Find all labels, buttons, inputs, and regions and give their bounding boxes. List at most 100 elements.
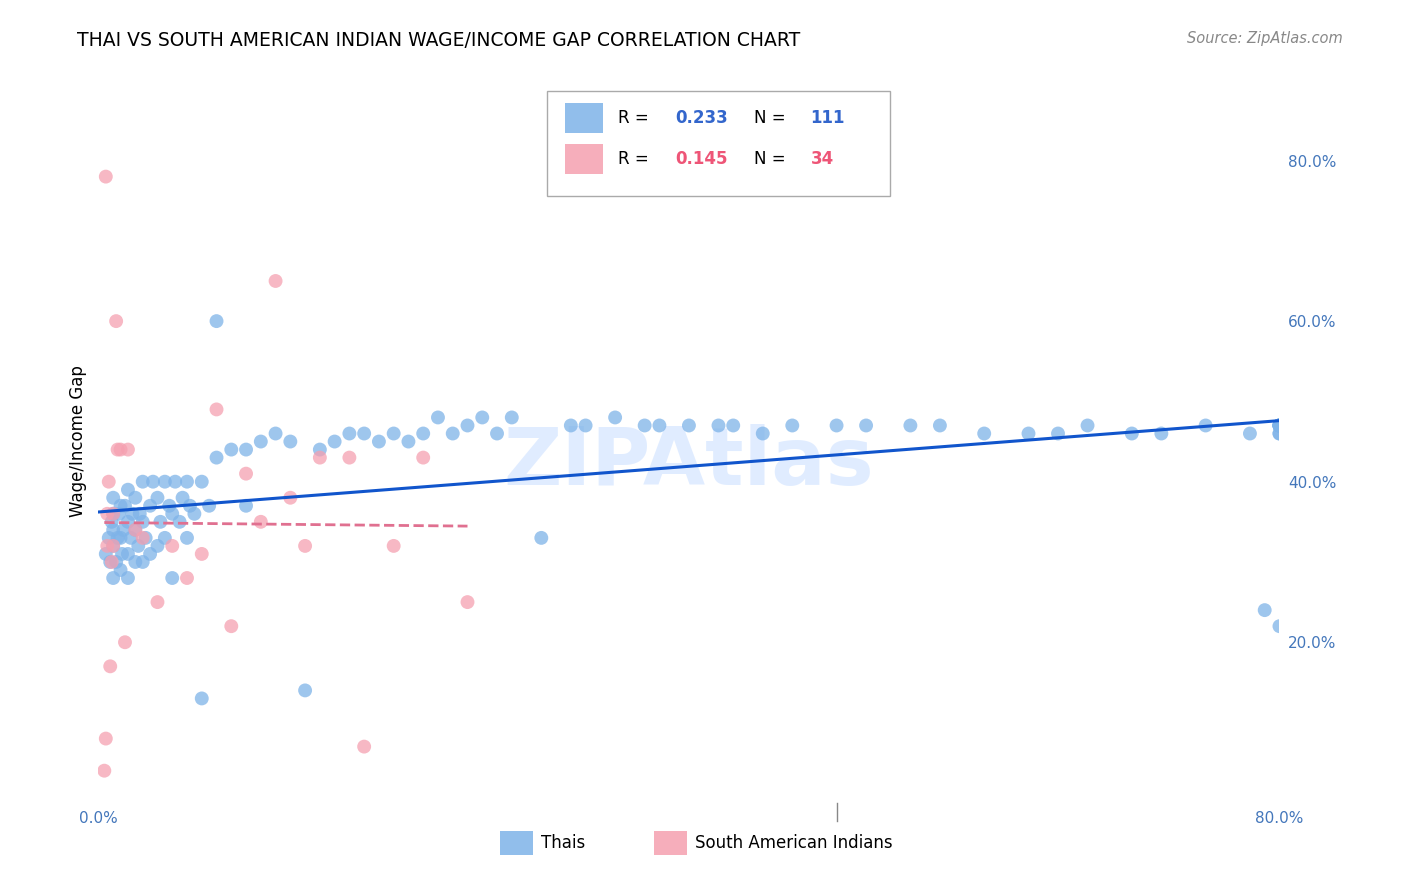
Text: 111: 111 xyxy=(811,109,845,127)
Point xyxy=(280,491,302,505)
Point xyxy=(1018,426,1040,441)
Point xyxy=(146,539,169,553)
FancyBboxPatch shape xyxy=(654,831,686,855)
Point xyxy=(1268,426,1291,441)
FancyBboxPatch shape xyxy=(547,91,890,196)
Point xyxy=(162,507,183,521)
Text: 34: 34 xyxy=(811,150,834,168)
Point xyxy=(103,491,125,505)
Point xyxy=(110,563,132,577)
Point xyxy=(146,595,169,609)
Point xyxy=(294,539,316,553)
Point xyxy=(114,635,136,649)
Point xyxy=(382,426,405,441)
Point xyxy=(117,483,139,497)
Point xyxy=(107,442,129,457)
Point xyxy=(205,402,228,417)
Point xyxy=(117,547,139,561)
Point xyxy=(149,515,172,529)
Point xyxy=(250,434,273,449)
Point xyxy=(309,442,332,457)
Point xyxy=(605,410,627,425)
Point xyxy=(183,507,205,521)
Point xyxy=(108,507,131,521)
Point xyxy=(117,515,139,529)
Point xyxy=(398,434,420,449)
Point xyxy=(146,491,169,505)
Point xyxy=(264,274,287,288)
Point xyxy=(94,547,117,561)
Point xyxy=(176,571,198,585)
Point xyxy=(135,531,157,545)
Point xyxy=(1195,418,1218,433)
Point xyxy=(1268,426,1291,441)
Point xyxy=(1268,418,1291,433)
Point xyxy=(235,499,257,513)
Point xyxy=(191,691,214,706)
Point xyxy=(97,531,120,545)
Point xyxy=(132,531,155,545)
Point xyxy=(530,531,553,545)
Point xyxy=(153,531,176,545)
Point xyxy=(96,507,118,521)
Point xyxy=(132,475,155,489)
Point xyxy=(1046,426,1070,441)
Point xyxy=(139,547,162,561)
Point xyxy=(103,523,125,537)
Point xyxy=(110,499,132,513)
Point xyxy=(353,426,375,441)
FancyBboxPatch shape xyxy=(565,144,603,174)
FancyBboxPatch shape xyxy=(565,103,603,133)
Point xyxy=(110,531,132,545)
Point xyxy=(825,418,848,433)
Text: South American Indians: South American Indians xyxy=(695,834,893,852)
Point xyxy=(353,739,375,754)
Point xyxy=(457,595,479,609)
Point xyxy=(103,571,125,585)
Point xyxy=(162,539,183,553)
Point xyxy=(678,418,700,433)
Point xyxy=(142,475,165,489)
Point xyxy=(412,426,434,441)
Point xyxy=(103,507,125,521)
Point xyxy=(191,547,214,561)
Point xyxy=(441,426,464,441)
Text: R =: R = xyxy=(619,150,654,168)
Point xyxy=(121,507,143,521)
Point xyxy=(127,539,149,553)
Point xyxy=(382,539,405,553)
Point xyxy=(100,555,122,569)
Point xyxy=(124,523,146,537)
Point xyxy=(139,499,162,513)
Text: N =: N = xyxy=(754,150,790,168)
Point xyxy=(560,418,582,433)
Point xyxy=(1121,426,1143,441)
Text: N =: N = xyxy=(754,109,790,127)
Point xyxy=(112,523,135,537)
Y-axis label: Wage/Income Gap: Wage/Income Gap xyxy=(69,366,87,517)
Point xyxy=(855,418,877,433)
Text: 0.145: 0.145 xyxy=(675,150,727,168)
Point xyxy=(1150,426,1173,441)
Point xyxy=(648,418,671,433)
Point xyxy=(752,426,775,441)
Point xyxy=(323,434,346,449)
Point xyxy=(162,571,183,585)
Point xyxy=(1268,619,1291,633)
Point xyxy=(412,450,434,465)
Point xyxy=(973,426,995,441)
Point xyxy=(900,418,922,433)
Point xyxy=(782,418,804,433)
Text: Thais: Thais xyxy=(541,834,585,852)
Point xyxy=(124,491,146,505)
Point xyxy=(250,515,273,529)
Point xyxy=(280,434,302,449)
Point xyxy=(723,418,745,433)
Text: 0.233: 0.233 xyxy=(675,109,727,127)
Point xyxy=(98,659,121,673)
Point xyxy=(96,539,118,553)
Point xyxy=(179,499,201,513)
Point xyxy=(457,418,479,433)
Point xyxy=(172,491,194,505)
Point xyxy=(1254,603,1277,617)
